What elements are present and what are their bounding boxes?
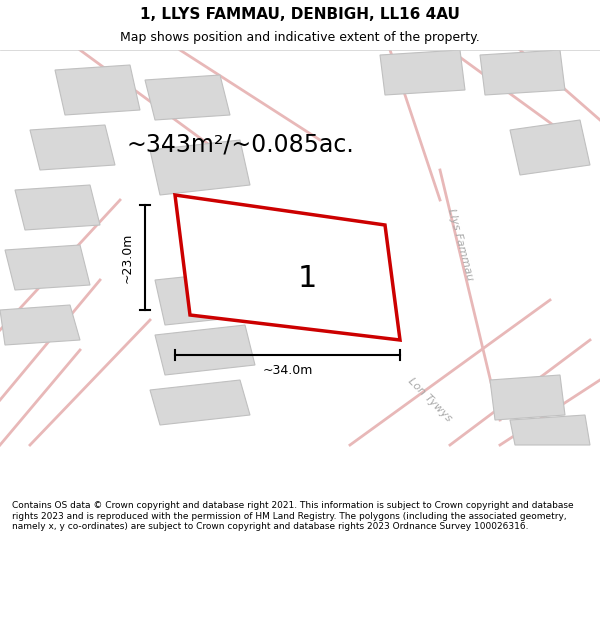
Polygon shape — [155, 325, 255, 375]
Polygon shape — [155, 270, 260, 325]
Text: ~23.0m: ~23.0m — [121, 232, 133, 282]
Text: Map shows position and indicative extent of the property.: Map shows position and indicative extent… — [120, 31, 480, 44]
Polygon shape — [490, 375, 565, 420]
Polygon shape — [510, 415, 590, 445]
Polygon shape — [510, 120, 590, 175]
Text: Contains OS data © Crown copyright and database right 2021. This information is : Contains OS data © Crown copyright and d… — [12, 501, 574, 531]
Text: Lon Tywys: Lon Tywys — [406, 376, 454, 424]
Polygon shape — [15, 185, 100, 230]
Polygon shape — [175, 195, 400, 340]
Text: Llys Fammau: Llys Fammau — [446, 208, 475, 282]
Polygon shape — [55, 65, 140, 115]
Text: ~34.0m: ~34.0m — [262, 364, 313, 376]
Polygon shape — [380, 50, 465, 95]
Polygon shape — [5, 245, 90, 290]
Polygon shape — [150, 140, 250, 195]
Text: 1, LLYS FAMMAU, DENBIGH, LL16 4AU: 1, LLYS FAMMAU, DENBIGH, LL16 4AU — [140, 6, 460, 21]
Polygon shape — [0, 305, 80, 345]
Polygon shape — [480, 50, 565, 95]
Polygon shape — [30, 125, 115, 170]
Text: ~343m²/~0.085ac.: ~343m²/~0.085ac. — [126, 133, 354, 157]
Text: 1: 1 — [298, 264, 317, 293]
Polygon shape — [145, 75, 230, 120]
Polygon shape — [150, 380, 250, 425]
